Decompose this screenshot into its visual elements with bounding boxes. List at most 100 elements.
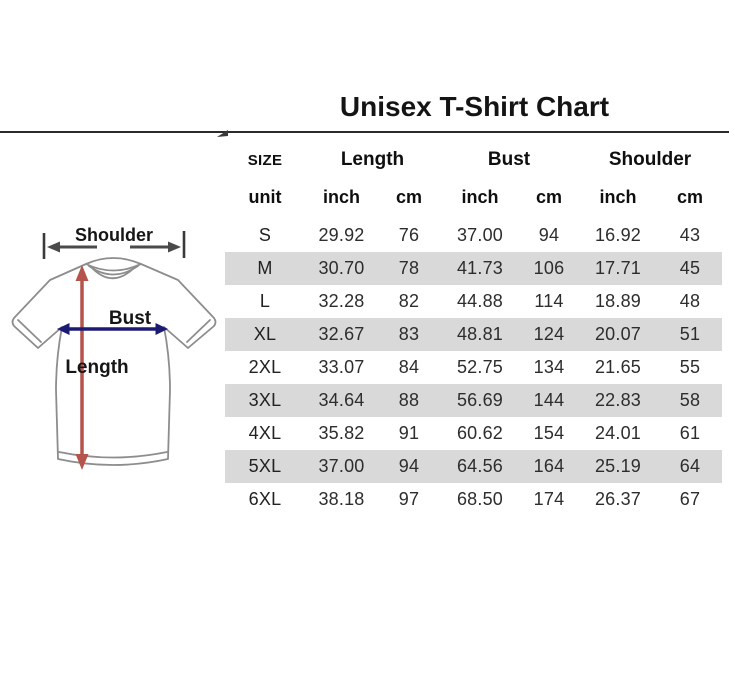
- measurement-value: 91: [398, 423, 420, 443]
- length-label: Length: [65, 357, 128, 378]
- table-row: 6XL 38.18 97 68.50 174 26.37 67: [225, 483, 722, 516]
- size-label: M: [257, 258, 273, 278]
- title-divider: [0, 131, 729, 133]
- table-row: S 29.92 76 37.00 94 16.92 43: [225, 219, 722, 252]
- tshirt-outline: [11, 257, 217, 466]
- unit-length-inch: inch: [322, 186, 360, 207]
- size-label: 3XL: [248, 390, 282, 410]
- hem-stitch-line: [58, 451, 168, 459]
- right-cuff-line: [186, 319, 211, 343]
- measurement-value: 68.50: [456, 489, 504, 509]
- unit-bust-cm: cm: [535, 186, 562, 207]
- measurement-value: 174: [533, 489, 565, 509]
- unit-length-cm: cm: [395, 186, 422, 207]
- measurement-value: 35.82: [318, 423, 365, 443]
- table-row: L 32.28 82 44.88 114 18.89 48: [225, 285, 722, 318]
- bust-arrowhead-right-icon: [155, 323, 168, 335]
- measurement-value: 106: [533, 258, 565, 278]
- measurement-value: 21.65: [594, 357, 642, 377]
- table-row: 4XL 35.82 91 60.62 154 24.01 61: [225, 417, 722, 450]
- measurement-value: 144: [533, 390, 565, 410]
- measurement-value: 84: [398, 357, 420, 377]
- measurement-value: 48: [679, 291, 701, 311]
- length-measure: [75, 265, 89, 470]
- measurement-value: 94: [398, 456, 420, 476]
- shoulder-arrowhead-left-icon: [47, 241, 60, 253]
- measurement-value: 18.89: [594, 291, 642, 311]
- measurement-value: 51: [679, 324, 701, 344]
- shoulder-arrowhead-right-icon: [168, 241, 181, 253]
- table-row: 2XL 33.07 84 52.75 134 21.65 55: [225, 351, 722, 384]
- measurement-value: 32.67: [318, 324, 365, 344]
- table-row: 3XL 34.64 88 56.69 144 22.83 58: [225, 384, 722, 417]
- measurement-value: 60.62: [456, 423, 504, 443]
- measurement-value: 164: [533, 456, 565, 476]
- measurement-value: 17.71: [594, 258, 642, 278]
- divider-tick-mark: [217, 130, 228, 137]
- measurement-value: 26.37: [594, 489, 642, 509]
- measurement-value: 67: [679, 489, 701, 509]
- size-table: SIZE Length Bust Shoulder unit inch cm i…: [225, 145, 722, 516]
- measurement-value: 134: [533, 357, 565, 377]
- table-rows: S 29.92 76 37.00 94 16.92 43 M 30.70 78 41.73 106 17…: [225, 219, 722, 516]
- measurement-value: 64.56: [456, 456, 504, 476]
- measurement-value: 41.73: [456, 258, 504, 278]
- col-header-length: Length: [340, 149, 405, 170]
- measurement-value: 37.00: [456, 225, 504, 245]
- measurement-value: 20.07: [594, 324, 642, 344]
- measurement-value: 22.83: [594, 390, 642, 410]
- measurement-value: 25.19: [594, 456, 642, 476]
- measurement-value: 56.69: [456, 390, 504, 410]
- measurement-value: 76: [398, 225, 420, 245]
- measurement-value: 97: [398, 489, 420, 509]
- page-title: Unisex T-Shirt Chart: [339, 91, 610, 122]
- collar-rib-lines: [85, 263, 142, 280]
- size-label: 5XL: [248, 456, 282, 476]
- measurement-value: 83: [398, 324, 420, 344]
- table-row: 5XL 37.00 94 64.56 164 25.19 64: [225, 450, 722, 483]
- table-header-row: SIZE Length Bust Shoulder: [225, 145, 722, 175]
- measurement-value: 88: [398, 390, 420, 410]
- measurement-value: 154: [533, 423, 565, 443]
- bust-arrowhead-left-icon: [57, 323, 70, 335]
- unit-row-label: unit: [248, 186, 282, 207]
- size-label: 4XL: [248, 423, 282, 443]
- size-label: L: [259, 291, 271, 311]
- measurement-value: 38.18: [318, 489, 365, 509]
- measurement-value: 32.28: [318, 291, 365, 311]
- col-header-bust: Bust: [487, 149, 531, 170]
- measurement-value: 43: [679, 225, 701, 245]
- measurement-value: 34.64: [318, 390, 365, 410]
- size-label: S: [258, 225, 272, 245]
- measurement-value: 114: [534, 291, 564, 311]
- unit-shoulder-inch: inch: [599, 186, 637, 207]
- unit-bust-inch: inch: [461, 186, 499, 207]
- bust-label: Bust: [109, 308, 152, 329]
- measurement-value: 58: [679, 390, 701, 410]
- measurement-value: 124: [533, 324, 565, 344]
- measurement-value: 33.07: [318, 357, 365, 377]
- measurement-value: 78: [398, 258, 420, 278]
- measurement-value: 45: [679, 258, 701, 278]
- table-unit-row: unit inch cm inch cm inch cm: [225, 175, 722, 219]
- measurement-value: 82: [398, 291, 420, 311]
- measurement-value: 64: [679, 456, 701, 476]
- unit-shoulder-cm: cm: [676, 186, 703, 207]
- length-arrowhead-down-icon: [75, 454, 89, 470]
- measurement-value: 44.88: [456, 291, 504, 311]
- measurement-value: 24.01: [594, 423, 642, 443]
- measurement-value: 55: [679, 357, 701, 377]
- col-header-size: SIZE: [247, 151, 283, 169]
- measurement-value: 37.00: [318, 456, 365, 476]
- shoulder-label: Shoulder: [75, 225, 153, 245]
- measurement-value: 30.70: [318, 258, 365, 278]
- bust-measure: Bust: [57, 308, 168, 335]
- col-header-shoulder: Shoulder: [608, 149, 692, 170]
- left-cuff-line: [17, 319, 42, 343]
- measurement-value: 29.92: [318, 225, 365, 245]
- measurement-value: 94: [538, 225, 560, 245]
- measurement-value: 16.92: [594, 225, 642, 245]
- tshirt-silhouette: [11, 257, 217, 466]
